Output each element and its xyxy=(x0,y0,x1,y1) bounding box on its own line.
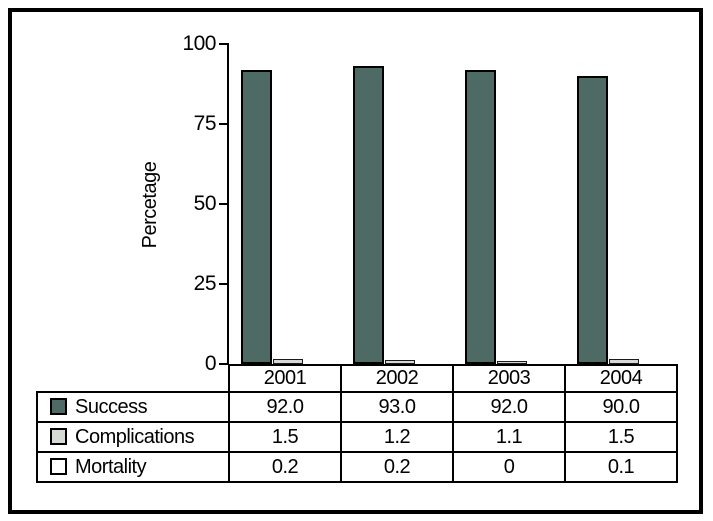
bar-success-2003 xyxy=(465,69,496,364)
table-row-success: Success 92.0 93.0 92.0 90.0 xyxy=(36,391,678,423)
tick-label-75: 75 xyxy=(193,112,217,135)
year-header-2003: 2003 xyxy=(452,364,566,393)
value-mortality-2004: 0.1 xyxy=(564,451,678,483)
value-success-2001: 92.0 xyxy=(228,391,342,423)
tick-mark-25 xyxy=(219,283,228,285)
legend-cell-complications: Complications xyxy=(36,421,230,453)
tick-mark-100 xyxy=(219,43,228,45)
legend-swatch-success xyxy=(50,397,67,415)
value-success-2002: 93.0 xyxy=(340,391,454,423)
bar-complications-2003 xyxy=(497,360,527,364)
legend-swatch-mortality xyxy=(50,457,67,475)
legend-swatch-complications xyxy=(50,427,67,445)
value-complications-2002: 1.2 xyxy=(340,421,454,453)
tick-mark-0 xyxy=(219,363,228,365)
legend-label-success: Success xyxy=(75,395,148,418)
data-table: 2001 2002 2003 2004 Success 92.0 93.0 92.0 90.0 C… xyxy=(36,364,678,483)
legend-cell-mortality: Mortality xyxy=(36,451,230,483)
value-complications-2004: 1.5 xyxy=(564,421,678,453)
value-complications-2003: 1.1 xyxy=(452,421,566,453)
bar-success-2001 xyxy=(241,69,272,364)
legend-cell-success: Success xyxy=(36,391,230,423)
tick-label-25: 25 xyxy=(193,272,217,295)
value-mortality-2003: 0 xyxy=(452,451,566,483)
value-complications-2001: 1.5 xyxy=(228,421,342,453)
table-row-complications: Complications 1.5 1.2 1.1 1.5 xyxy=(36,421,678,453)
bar-complications-2004 xyxy=(609,359,639,364)
tick-mark-50 xyxy=(219,203,228,205)
tick-mark-75 xyxy=(219,123,228,125)
value-mortality-2001: 0.2 xyxy=(228,451,342,483)
tick-label-50: 50 xyxy=(193,192,217,215)
tick-label-0: 0 xyxy=(204,352,217,375)
year-header-2001: 2001 xyxy=(228,364,342,393)
bar-mortality-2002 xyxy=(417,363,447,364)
value-success-2004: 90.0 xyxy=(564,391,678,423)
year-header-2002: 2002 xyxy=(340,364,454,393)
table-row-mortality: Mortality 0.2 0.2 0 0.1 xyxy=(36,451,678,483)
bar-complications-2001 xyxy=(273,359,303,364)
bar-mortality-2001 xyxy=(305,363,335,364)
y-axis-title: Percetage xyxy=(139,161,161,249)
bar-complications-2002 xyxy=(385,360,415,364)
table-corner-blank xyxy=(37,365,229,392)
bar-success-2002 xyxy=(353,66,384,364)
bar-success-2004 xyxy=(577,76,608,364)
year-header-2004: 2004 xyxy=(564,364,678,393)
value-mortality-2002: 0.2 xyxy=(340,451,454,483)
y-axis-line xyxy=(227,43,229,365)
tick-label-100: 100 xyxy=(182,32,216,55)
value-success-2003: 92.0 xyxy=(452,391,566,423)
legend-label-complications: Complications xyxy=(75,425,195,448)
table-header-row: 2001 2002 2003 2004 xyxy=(37,364,678,393)
legend-label-mortality: Mortality xyxy=(75,455,147,478)
